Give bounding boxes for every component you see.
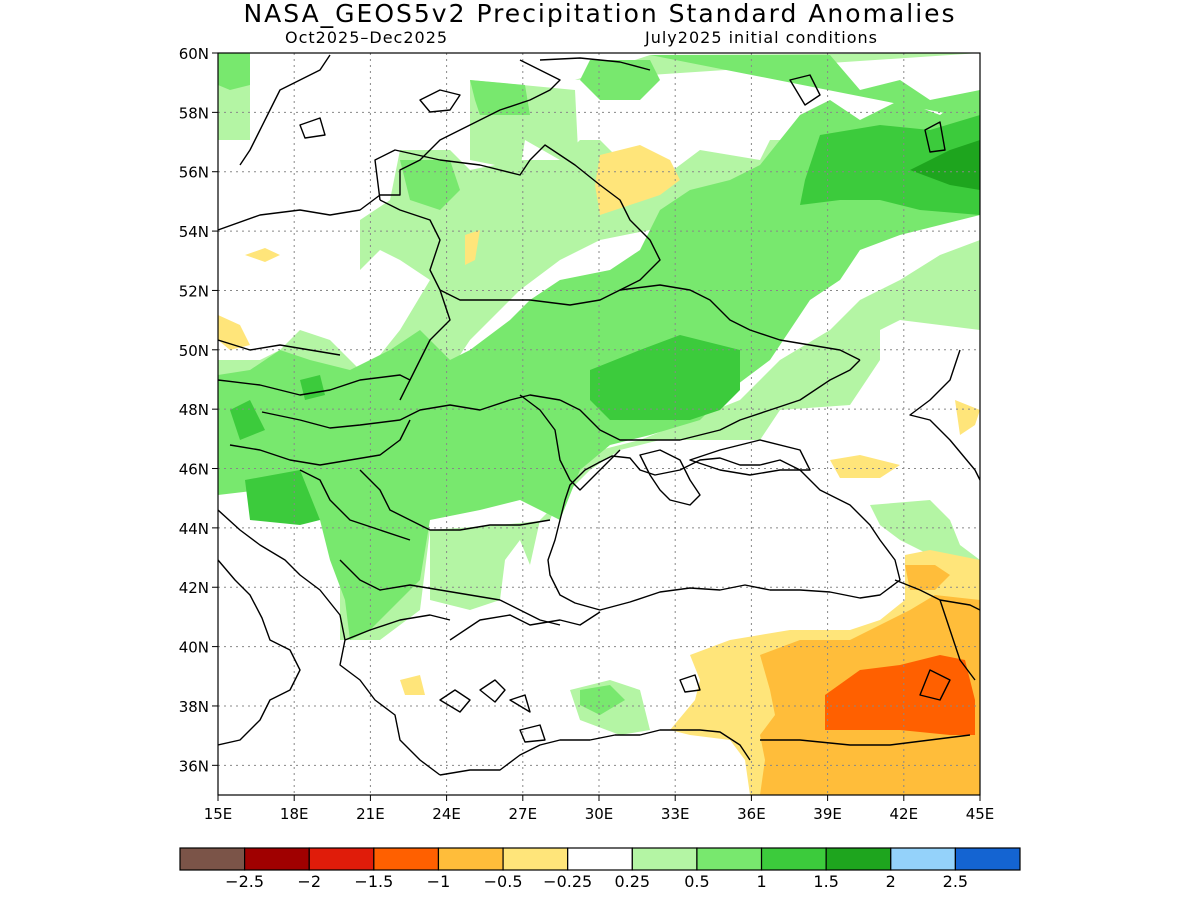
lat-label: 42N [179, 579, 209, 597]
colorbar-swatch [373, 847, 440, 871]
lat-label: 48N [179, 401, 209, 419]
colorbar-label: −0.25 [543, 872, 592, 891]
lon-label: 15E [204, 805, 233, 823]
initial-conditions: July2025 initial conditions [645, 28, 878, 47]
lon-label: 42E [890, 805, 919, 823]
lat-label: 44N [179, 520, 209, 538]
lon-label: 18E [280, 805, 309, 823]
colorbar-swatch [179, 847, 246, 871]
colorbar-swatch [954, 847, 1021, 871]
colorbar-label: −2 [297, 872, 321, 891]
lon-label: 21E [356, 805, 385, 823]
lat-label: 58N [179, 104, 209, 122]
anomaly-dark-green [910, 140, 980, 190]
colorbar-swatch [308, 847, 375, 871]
latitude-labels: 60N 58N 56N 54N 52N 50N 48N 46N 44N 42N 40N 38N 36N [179, 45, 218, 775]
lat-label: 50N [179, 342, 209, 360]
lat-label: 36N [179, 757, 209, 775]
colorbar-label: 0.25 [614, 872, 650, 891]
forecast-period: Oct2025–Dec2025 [285, 28, 449, 47]
lon-label: 24E [432, 805, 461, 823]
colorbar-swatch [437, 847, 504, 871]
colorbar-swatch [760, 847, 827, 871]
anomaly-medium-green [230, 115, 980, 525]
colorbar-swatch [825, 847, 892, 871]
colorbar: −2.5 −2 −1.5 −1 −0.5 −0.25 0.25 0.5 1 1.5 2 2.5 [179, 847, 1021, 891]
coastlines-and-borders [218, 54, 980, 776]
lon-label: 39E [813, 805, 842, 823]
colorbar-label: 0.5 [684, 872, 709, 891]
colorbar-swatch [696, 847, 763, 871]
lat-label: 54N [179, 223, 209, 241]
lat-label: 40N [179, 639, 209, 657]
lat-label: 38N [179, 698, 209, 716]
colorbar-label: 1 [756, 872, 766, 891]
colorbar-label: −1.5 [354, 872, 393, 891]
anomaly-dark-orange [825, 655, 975, 735]
lat-label: 46N [179, 461, 209, 479]
lon-label: 36E [737, 805, 766, 823]
colorbar-label: −2.5 [225, 872, 264, 891]
colorbar-label: 2 [886, 872, 896, 891]
lon-label: 33E [661, 805, 690, 823]
longitude-labels: 15E 18E 21E 24E 27E 30E 33E 36E 39E 42E 45E [204, 795, 995, 823]
colorbar-swatch [502, 847, 569, 871]
colorbar-swatch [631, 847, 698, 871]
colorbar-swatch [567, 847, 633, 871]
lat-label: 60N [179, 45, 209, 63]
graticule [218, 53, 980, 795]
anomaly-fields [218, 53, 980, 795]
map-title: NASA_GEOS5v2 Precipitation Standard Anom… [243, 0, 957, 28]
lat-label: 56N [179, 164, 209, 182]
colorbar-swatch [244, 847, 310, 871]
lat-label: 52N [179, 282, 209, 300]
colorbar-label: −1 [427, 872, 451, 891]
colorbar-swatch [890, 847, 956, 871]
lon-label: 30E [585, 805, 614, 823]
colorbar-label: −0.5 [484, 872, 523, 891]
lon-label: 27E [509, 805, 538, 823]
colorbar-label: 1.5 [813, 872, 838, 891]
lon-label: 45E [966, 805, 995, 823]
colorbar-label: 2.5 [943, 872, 968, 891]
